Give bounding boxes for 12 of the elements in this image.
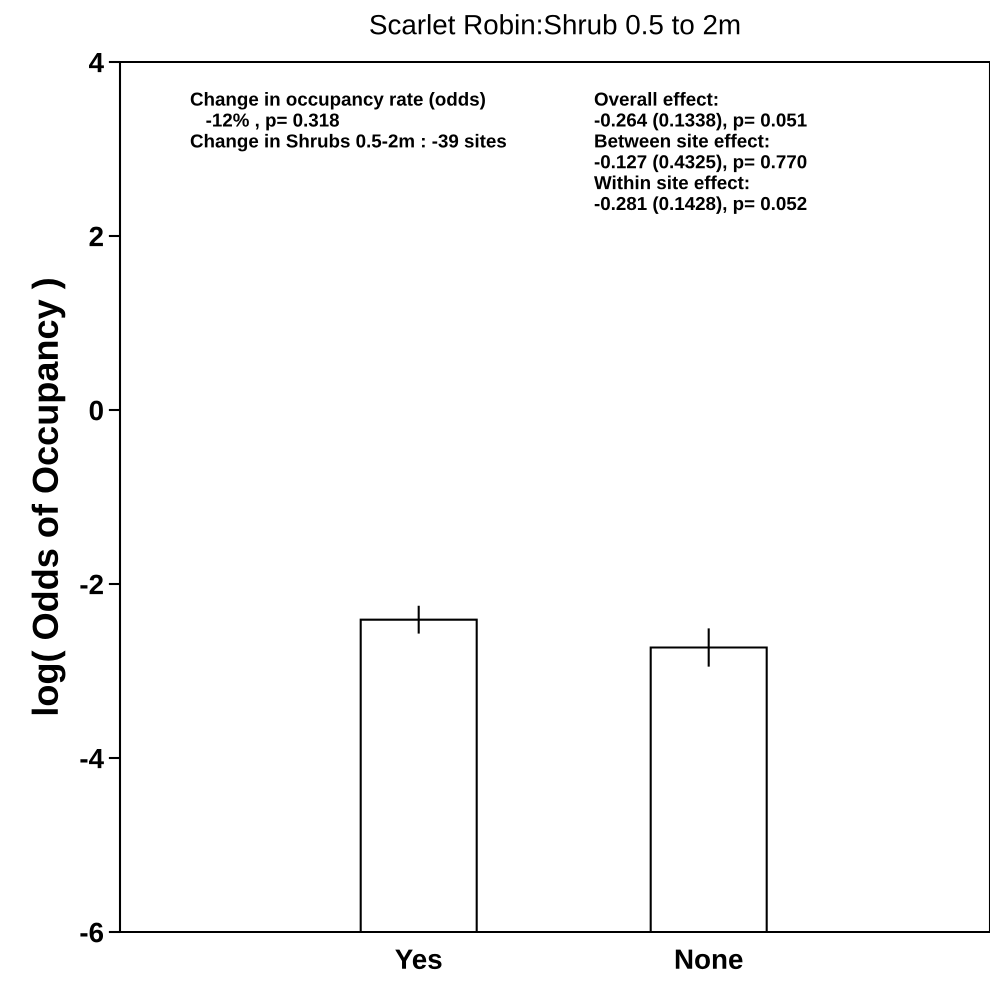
- y-tick-label: 4: [89, 52, 104, 72]
- x-tick-label: None: [676, 950, 742, 970]
- y-tick-label: -4: [80, 748, 104, 768]
- y-tick-label: -2: [80, 574, 103, 594]
- annotation: Change in occupancy rate (odds) -12% , p= 0.318 Change in Shrubs 0.5-2m : -39 sites: [190, 92, 506, 152]
- chart-title: Scarlet Robin:Shrub 0.5 to 2m: [370, 14, 740, 34]
- y-tick-label: 2: [90, 226, 103, 246]
- y-axis-title: log( Odds of Occupancy ): [32, 279, 66, 714]
- x-tick-label: Yes: [395, 950, 442, 970]
- y-tick-label: -6: [80, 922, 104, 942]
- annotation: Overall effect: -0.264 (0.1338), p= 0.051 Between site effect: -0.127 (0.4325), p= 0.770 Within site effect: -0.281 (0.1428), p= 0.052: [594, 92, 807, 214]
- y-tick-label: 0: [90, 400, 103, 420]
